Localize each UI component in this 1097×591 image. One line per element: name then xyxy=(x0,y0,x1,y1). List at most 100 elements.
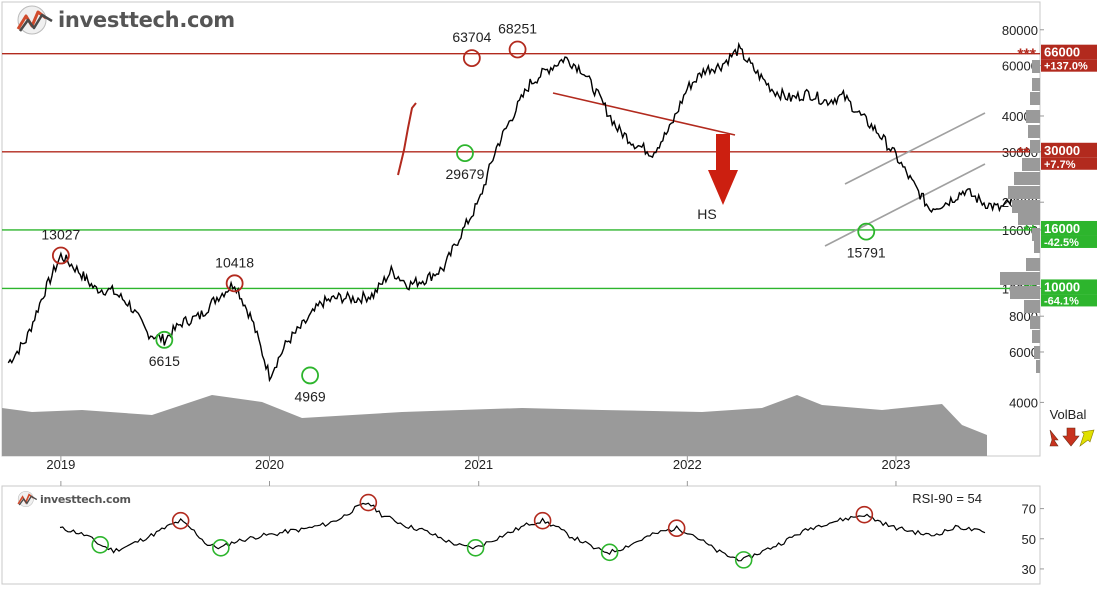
volume-profile-bar xyxy=(1028,125,1040,138)
rsi-panel-frame xyxy=(1,485,1041,585)
rsi-bottom-marker-circle xyxy=(600,543,619,562)
rsi-investtech-logo: investtech.com xyxy=(16,490,131,508)
price-line xyxy=(7,41,1018,383)
top-marker-circle xyxy=(508,40,527,59)
volume-profile-bar xyxy=(1022,158,1040,171)
level-pct-label: -42.5% xyxy=(1044,237,1079,249)
level-pct-badge xyxy=(1041,157,1097,170)
level-pct-badge xyxy=(1041,235,1097,248)
volume-profile-bar xyxy=(1012,200,1040,213)
bottom-marker-circle xyxy=(456,144,474,163)
level-pct-badge xyxy=(1041,59,1097,72)
extreme-value-label: 15791 xyxy=(847,245,886,261)
rsi-y-tick-label: 50 xyxy=(1022,532,1036,547)
rsi-top-marker-circle xyxy=(855,505,874,524)
rsi-y-tick-label: 30 xyxy=(1022,562,1036,577)
logo-mark-icon xyxy=(16,5,53,35)
level-price-label: 16000 xyxy=(1044,221,1080,236)
trend-channel-upper xyxy=(844,112,986,185)
volume-profile-bar xyxy=(1026,110,1040,123)
volume-profile-bar xyxy=(1034,240,1040,253)
extreme-value-label: 63704 xyxy=(452,29,491,45)
rsi-line xyxy=(59,502,986,562)
y-tick-label: 80000 xyxy=(1002,23,1038,38)
volume-profile-bar xyxy=(1030,316,1040,329)
volume-profile-bar xyxy=(1032,330,1040,343)
level-pct-badge xyxy=(1041,294,1097,307)
trend-channel-lower xyxy=(824,163,986,247)
price-panel-frame xyxy=(1,1,1041,457)
level-stars: *** xyxy=(1017,47,1036,64)
level-price-badge xyxy=(1041,142,1097,158)
investtech-logo: investtech.com xyxy=(14,4,235,36)
extreme-value-label: 29679 xyxy=(446,166,485,182)
y-tick-label: 4000 xyxy=(1009,395,1038,410)
bottom-marker-circle xyxy=(301,366,319,385)
top-marker-circle xyxy=(462,49,481,67)
level-price-label: 30000 xyxy=(1044,143,1080,158)
volume-profile-bar xyxy=(1036,360,1040,373)
volbal-down-left-arrow-icon xyxy=(1049,429,1059,447)
level-price-label: 66000 xyxy=(1044,45,1080,60)
volume-profile-bar xyxy=(1032,60,1040,73)
volume-profile-bar xyxy=(1024,300,1040,313)
extreme-value-label: 4969 xyxy=(295,388,326,404)
x-tick-label: 2021 xyxy=(464,457,493,472)
hs-neckline xyxy=(552,92,736,136)
top-marker-circle xyxy=(51,246,70,265)
volbal-label: VolBal xyxy=(1050,407,1087,422)
volbal-down-arrow-icon xyxy=(1062,427,1080,447)
hs-down-arrow-icon xyxy=(708,134,738,205)
volume-profile-bar xyxy=(1000,272,1040,285)
rsi-top-marker-circle xyxy=(171,511,190,530)
extreme-value-label: 6615 xyxy=(149,353,180,369)
rsi-top-marker-circle xyxy=(533,511,552,530)
rsi-bottom-marker-circle xyxy=(734,551,753,569)
level-pct-label: +7.7% xyxy=(1044,159,1076,171)
y-tick-label: 6000 xyxy=(1009,345,1038,360)
rsi-top-marker-circle xyxy=(667,519,686,538)
extreme-value-label: 68251 xyxy=(498,21,537,37)
x-tick-label: 2022 xyxy=(673,457,702,472)
volume-area xyxy=(2,395,987,456)
y-tick-label: 60000 xyxy=(1002,59,1038,74)
volume-profile-bar xyxy=(1010,286,1040,299)
bottom-marker-circle xyxy=(857,222,876,241)
volume-profile-bar xyxy=(1008,186,1040,199)
hs-pattern-label: HS xyxy=(697,206,716,222)
rsi-brand-name: investtech.com xyxy=(40,492,131,506)
x-tick-label: 2019 xyxy=(46,457,75,472)
volume-profile-bar xyxy=(1026,258,1040,271)
volume-profile-bar xyxy=(1030,140,1040,153)
rsi-bottom-marker-circle xyxy=(91,535,110,554)
volume-profile-bar xyxy=(1014,172,1040,185)
level-pct-label: +137.0% xyxy=(1044,61,1088,73)
x-tick-label: 2023 xyxy=(881,457,910,472)
extreme-value-label: 10418 xyxy=(215,254,254,270)
volbal-up-right-arrow-icon xyxy=(1079,429,1095,447)
rsi-bottom-marker-circle xyxy=(212,539,230,557)
level-price-badge xyxy=(1041,44,1097,60)
volume-profile-bar xyxy=(1032,78,1040,91)
extreme-value-label: 13027 xyxy=(41,227,80,243)
volume-profile-bar xyxy=(1034,346,1040,359)
level-pct-label: -64.1% xyxy=(1044,295,1079,307)
level-price-badge xyxy=(1041,279,1097,295)
rsi-y-tick-label: 70 xyxy=(1022,502,1036,517)
brand-name: investtech.com xyxy=(58,8,235,32)
level-price-label: 10000 xyxy=(1044,279,1080,294)
breakout-segment xyxy=(397,102,417,176)
top-marker-circle xyxy=(225,274,244,293)
x-tick-label: 2020 xyxy=(255,457,284,472)
bottom-marker-circle xyxy=(155,330,174,349)
rsi-readout-label: RSI-90 = 54 xyxy=(912,491,982,506)
volume-profile-bar xyxy=(1018,212,1040,225)
volume-profile-bar xyxy=(1030,92,1040,105)
rsi-logo-mark-icon xyxy=(17,491,38,507)
level-price-badge xyxy=(1041,220,1097,236)
volume-profile-bar xyxy=(1032,228,1040,241)
rsi-bottom-marker-circle xyxy=(466,539,485,557)
rsi-top-marker-circle xyxy=(359,493,378,512)
